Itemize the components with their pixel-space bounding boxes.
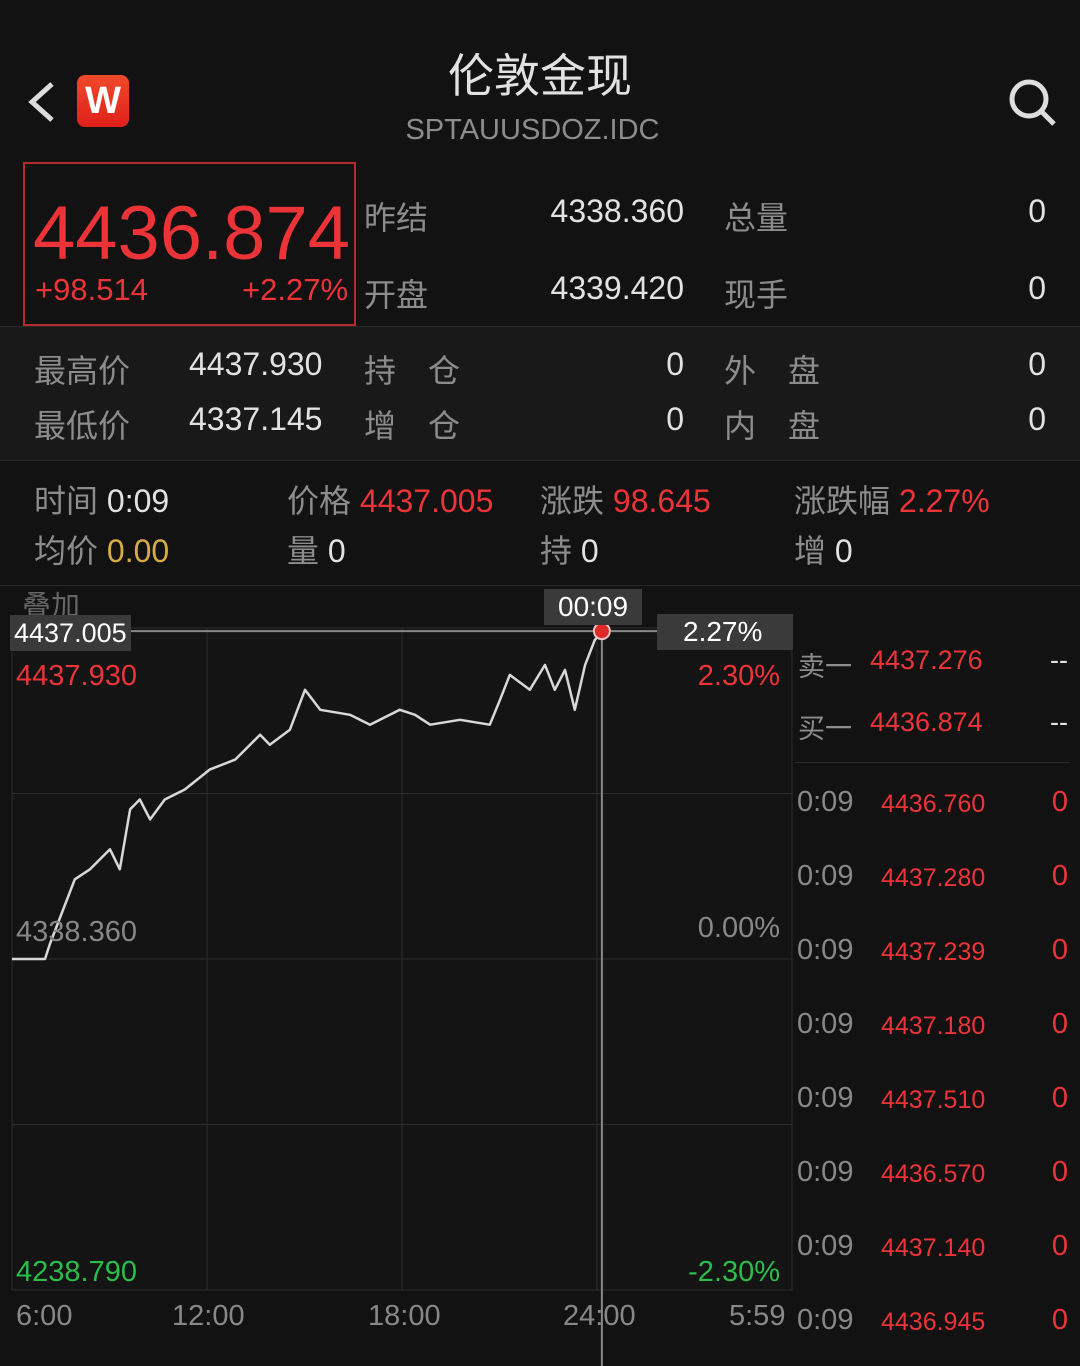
stat-label: 最低价 <box>34 408 131 444</box>
x-tick: 18:00 <box>368 1300 441 1332</box>
tick-price: 4437.239 <box>881 938 986 966</box>
tick-time: 0:09 <box>797 786 854 818</box>
tick-volume: 0 <box>1051 786 1068 818</box>
price-change: +98.514 <box>35 272 148 307</box>
tick-time: 0:09 <box>797 1230 854 1262</box>
info-avg: 均价 0.00 <box>34 533 170 569</box>
stat-label: 增 仓 <box>364 408 461 444</box>
info-increase: 增 0 <box>794 533 853 569</box>
orderbook-label: 卖一 <box>798 652 852 682</box>
orderbook-volume: -- <box>1050 707 1068 737</box>
tick-price: 4436.760 <box>881 790 986 818</box>
tick-price: 4437.180 <box>881 1012 986 1040</box>
x-tick: 6:00 <box>16 1300 73 1332</box>
orderbook-label: 买一 <box>798 714 852 744</box>
last-price: 4436.874 <box>33 191 350 276</box>
tick-volume: 0 <box>1051 1156 1068 1188</box>
tick-volume: 0 <box>1051 1008 1068 1040</box>
stat-label: 开盘 <box>364 277 429 313</box>
stat-value: 4337.145 <box>189 401 323 437</box>
stat-label: 持 仓 <box>364 353 461 389</box>
tick-volume: 0 <box>1051 860 1068 892</box>
page-title: 伦敦金现 <box>448 50 632 102</box>
x-tick: 12:00 <box>172 1300 245 1332</box>
y-tick-right-top: 2.30% <box>697 660 780 692</box>
stat-label: 内 盘 <box>724 408 821 444</box>
stat-value: 0 <box>666 346 684 382</box>
tick-volume: 0 <box>1051 1230 1068 1262</box>
stat-label: 昨结 <box>364 200 429 236</box>
info-price: 价格 4437.005 <box>287 483 494 519</box>
stat-label: 现手 <box>724 277 789 313</box>
tick-price: 4437.280 <box>881 864 986 892</box>
stat-label: 总量 <box>724 200 789 236</box>
crosshair-point <box>592 622 611 641</box>
tick-time: 0:09 <box>797 934 854 966</box>
crosshair-price-tag: 4437.005 <box>10 615 131 651</box>
y-tick-left-top: 4437.930 <box>16 660 137 692</box>
tick-price: 4436.945 <box>881 1308 986 1336</box>
tick-price: 4437.140 <box>881 1234 986 1262</box>
info-volume: 量 0 <box>287 533 346 569</box>
info-time: 时间 0:09 <box>34 483 170 519</box>
tick-volume: 0 <box>1051 1082 1068 1114</box>
orderbook-price: 4437.276 <box>870 645 983 675</box>
info-change-pct: 涨跌幅 2.27% <box>794 483 990 519</box>
stat-label: 外 盘 <box>724 353 821 389</box>
tick-time: 0:09 <box>797 1304 854 1336</box>
stat-value: 4437.930 <box>189 346 323 382</box>
tick-time: 0:09 <box>797 860 854 892</box>
y-tick-left-mid: 4338.360 <box>16 916 137 948</box>
tick-time: 0:09 <box>797 1008 854 1040</box>
tick-time: 0:09 <box>797 1156 854 1188</box>
stat-value: 0 <box>1028 346 1046 382</box>
stat-value: 0 <box>1028 401 1046 437</box>
info-hold: 持 0 <box>540 533 599 569</box>
y-tick-right-mid: 0.00% <box>697 912 780 944</box>
search-icon[interactable] <box>1006 76 1058 128</box>
stat-value: 4338.360 <box>550 193 684 229</box>
intraday-chart[interactable] <box>0 0 800 1366</box>
tick-volume: 0 <box>1051 934 1068 966</box>
stat-value: 0 <box>666 401 684 437</box>
stat-value: 4339.420 <box>550 270 684 306</box>
stat-value: 0 <box>1028 193 1046 229</box>
crosshair-pct-tag: 2.27% <box>657 614 793 650</box>
y-tick-left-bottom: 4238.790 <box>16 1256 137 1288</box>
stat-value: 0 <box>1028 270 1046 306</box>
tick-time: 0:09 <box>797 1082 854 1114</box>
orderbook-volume: -- <box>1050 645 1068 675</box>
orderbook-price: 4436.874 <box>870 707 983 737</box>
x-tick: 5:59 <box>729 1300 786 1332</box>
tick-volume: 0 <box>1051 1304 1068 1336</box>
price-line <box>12 630 603 961</box>
price-change-pct: +2.27% <box>242 272 349 307</box>
info-change: 涨跌 98.645 <box>540 483 711 519</box>
app-logo: W <box>77 75 129 127</box>
stat-label: 最高价 <box>34 353 131 389</box>
x-tick: 24:00 <box>563 1300 636 1332</box>
tick-price: 4437.510 <box>881 1086 986 1114</box>
y-tick-right-bottom: -2.30% <box>688 1256 780 1288</box>
crosshair-time-tag: 00:09 <box>544 589 643 625</box>
quote-box <box>23 162 356 326</box>
back-chevron-left-icon[interactable] <box>26 80 56 124</box>
tick-price: 4436.570 <box>881 1160 986 1188</box>
symbol-code: SPTAUUSDOZ.IDC <box>405 114 660 146</box>
